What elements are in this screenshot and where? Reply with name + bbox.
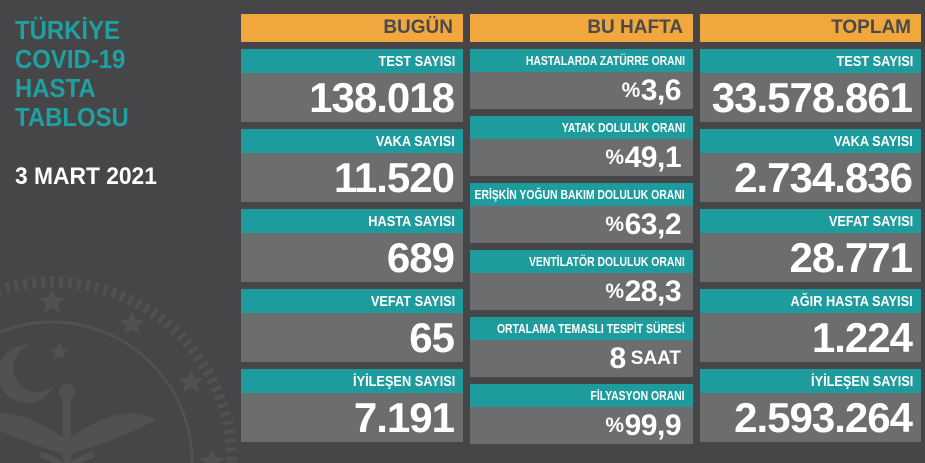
stat-label: TEST SAYISI bbox=[241, 49, 463, 73]
card-hafta-filyasyon-orani: FİLYASYON ORANI % 99,9 bbox=[470, 384, 693, 444]
card-hafta-temasli-tespit-suresi: ORTALAMA TEMASLI TESPİT SÜRESİ 8 SAAT bbox=[470, 317, 693, 377]
page-title-line: TÜRKİYE bbox=[15, 15, 120, 45]
stat-value: 689 bbox=[241, 233, 463, 282]
report-date: 3 MART 2021 bbox=[15, 163, 157, 190]
stat-value: 11.520 bbox=[241, 153, 463, 202]
page-title-line: HASTA bbox=[15, 73, 96, 103]
stat-label: FİLYASYON ORANI bbox=[470, 384, 693, 407]
stat-label: VAKA SAYISI bbox=[241, 129, 463, 153]
stat-label: TEST SAYISI bbox=[700, 49, 921, 73]
stat-value: % 3,6 bbox=[470, 72, 693, 109]
card-toplam-vaka-sayisi: VAKA SAYISI 2.734.836 bbox=[700, 129, 921, 202]
stat-value: 1.224 bbox=[700, 313, 921, 362]
page-title-line: COVID-19 bbox=[15, 44, 126, 74]
card-toplam-test-sayisi: TEST SAYISI 33.578.861 bbox=[700, 49, 921, 122]
stat-label: ORTALAMA TEMASLI TESPİT SÜRESİ bbox=[470, 317, 693, 340]
card-hafta-yogun-bakim-doluluk: ERİŞKİN YOĞUN BAKIM DOLULUK ORANI % 63,2 bbox=[470, 183, 693, 243]
stat-value: 33.578.861 bbox=[700, 73, 921, 122]
stat-value: 28.771 bbox=[700, 233, 921, 282]
stat-label: VEFAT SAYISI bbox=[700, 209, 921, 233]
card-bugun-vaka-sayisi: VAKA SAYISI 11.520 bbox=[241, 129, 463, 202]
stat-label: HASTA SAYISI bbox=[241, 209, 463, 233]
stat-value: % 99,9 bbox=[470, 407, 693, 444]
card-toplam-iyilesen-sayisi: İYİLEŞEN SAYISI 2.593.264 bbox=[700, 369, 921, 442]
stat-label: ERİŞKİN YOĞUN BAKIM DOLULUK ORANI bbox=[470, 183, 693, 206]
column-bu-hafta: BU HAFTA HASTALARDA ZATÜRRE ORANI % 3,6 Y… bbox=[470, 14, 693, 444]
stat-value: 138.018 bbox=[241, 73, 463, 122]
stat-value: 2.734.836 bbox=[700, 153, 921, 202]
stat-value: 8 SAAT bbox=[470, 340, 693, 377]
card-hafta-ventilator-doluluk: VENTİLATÖR DOLULUK ORANI % 28,3 bbox=[470, 250, 693, 310]
stat-label: VEFAT SAYISI bbox=[241, 289, 463, 313]
card-bugun-vefat-sayisi: VEFAT SAYISI 65 bbox=[241, 289, 463, 362]
column-header-toplam: TOPLAM bbox=[700, 14, 921, 42]
card-toplam-vefat-sayisi: VEFAT SAYISI 28.771 bbox=[700, 209, 921, 282]
column-bugun: BUGÜN TEST SAYISI 138.018 VAKA SAYISI 11… bbox=[241, 14, 463, 444]
stat-value: % 63,2 bbox=[470, 206, 693, 243]
stat-value: % 49,1 bbox=[470, 139, 693, 176]
stat-value: 7.191 bbox=[241, 393, 463, 442]
card-bugun-iyilesen-sayisi: İYİLEŞEN SAYISI 7.191 bbox=[241, 369, 463, 442]
column-header-bugun: BUGÜN bbox=[241, 14, 463, 42]
health-ministry-emblem-icon bbox=[0, 276, 238, 463]
card-bugun-test-sayisi: TEST SAYISI 138.018 bbox=[241, 49, 463, 122]
column-toplam: TOPLAM TEST SAYISI 33.578.861 VAKA SAYIS… bbox=[700, 14, 921, 444]
stat-value: 2.593.264 bbox=[700, 393, 921, 442]
stat-label: VAKA SAYISI bbox=[700, 129, 921, 153]
stat-label: İYİLEŞEN SAYISI bbox=[241, 369, 463, 393]
stats-board: BUGÜN TEST SAYISI 138.018 VAKA SAYISI 11… bbox=[241, 14, 921, 444]
stat-label: YATAK DOLULUK ORANI bbox=[470, 116, 693, 139]
stat-label: AĞIR HASTA SAYISI bbox=[700, 289, 921, 313]
card-hafta-yatak-doluluk: YATAK DOLULUK ORANI % 49,1 bbox=[470, 116, 693, 176]
page-title-line: TABLOSU bbox=[15, 102, 129, 132]
stat-label: HASTALARDA ZATÜRRE ORANI bbox=[470, 49, 693, 72]
sidebar: TÜRKİYE COVID-19 HASTA TABLOSU bbox=[15, 16, 139, 132]
card-toplam-agir-hasta-sayisi: AĞIR HASTA SAYISI 1.224 bbox=[700, 289, 921, 362]
stat-value: % 28,3 bbox=[470, 273, 693, 310]
column-header-bu-hafta: BU HAFTA bbox=[470, 14, 693, 42]
stat-label: VENTİLATÖR DOLULUK ORANI bbox=[470, 250, 693, 273]
card-bugun-hasta-sayisi: HASTA SAYISI 689 bbox=[241, 209, 463, 282]
card-hafta-zaturre-orani: HASTALARDA ZATÜRRE ORANI % 3,6 bbox=[470, 49, 693, 109]
stat-value: 65 bbox=[241, 313, 463, 362]
stat-label: İYİLEŞEN SAYISI bbox=[700, 369, 921, 393]
